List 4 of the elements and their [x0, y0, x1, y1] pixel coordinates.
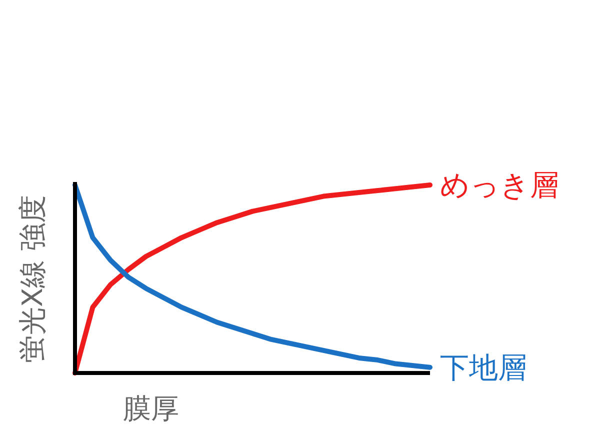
series-label: 下地層 — [440, 350, 527, 384]
y-axis-title: 蛍光X線 強度 — [16, 194, 49, 364]
x-axis-title: 膜厚 — [123, 392, 179, 425]
series-label: めっき層 — [440, 168, 559, 202]
